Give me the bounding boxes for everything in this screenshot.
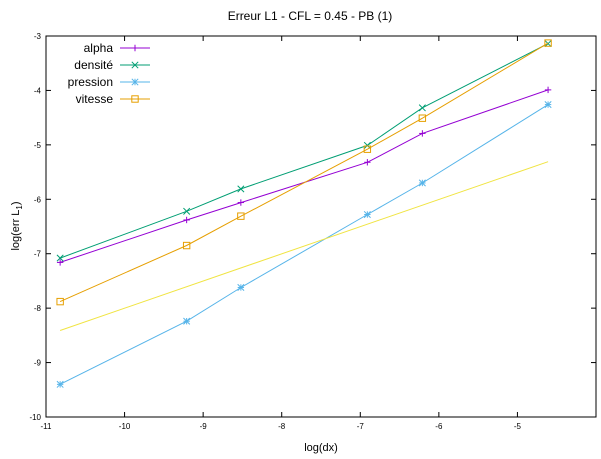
data-point (418, 114, 427, 122)
x-tick-label: -10 (119, 422, 131, 431)
y-axis-label-close: ) (10, 201, 22, 205)
data-point (419, 130, 426, 137)
data-point (544, 39, 552, 47)
data-point (363, 210, 371, 219)
data-point (131, 95, 139, 103)
series-line-vitesse (59, 42, 549, 303)
y-tick-label: -3 (34, 32, 42, 41)
data-point (237, 185, 245, 193)
legend-label: densité (74, 58, 113, 72)
y-tick-label: -5 (34, 141, 42, 150)
data-point (56, 297, 64, 306)
data-point (418, 179, 426, 187)
series-line-pression (59, 104, 549, 385)
data-point (131, 44, 139, 52)
x-tick-label: -5 (514, 422, 522, 431)
chart-title: Erreur L1 - CFL = 0.45 - PB (1) (228, 9, 393, 23)
legend-label: pression (68, 75, 113, 89)
data-point (237, 283, 245, 292)
x-tick-label: -11 (41, 422, 53, 431)
data-point (237, 212, 245, 220)
data-point (182, 241, 191, 250)
data-point (363, 145, 372, 153)
data-point (544, 101, 552, 109)
legend: alpha densité pression vitesse (68, 41, 150, 106)
data-point (131, 61, 139, 69)
x-tick-label: -7 (357, 422, 365, 431)
data-point (237, 199, 245, 206)
legend-label: vitesse (76, 92, 114, 106)
y-tick-label: -8 (34, 304, 42, 313)
data-point (56, 380, 64, 388)
axis-ticks: -11 -10 -9 -8 -7 -6 -5-10-9-8-7-6-5-4-3 (29, 32, 596, 431)
plot-frame (45, 35, 597, 418)
legend-label: alpha (84, 41, 114, 55)
series-line-alpha (59, 89, 549, 263)
data-point (364, 159, 371, 166)
data-point (183, 216, 190, 224)
data-point (183, 317, 191, 325)
plot-series (56, 39, 552, 388)
y-axis-label-main: log(err L (10, 210, 22, 251)
y-tick-label: -4 (34, 86, 42, 95)
data-point (56, 259, 64, 266)
series-line-line-4 (59, 161, 549, 331)
y-tick-label: -6 (34, 195, 42, 204)
data-point (418, 104, 426, 112)
y-axis-label: log(err L1) (10, 201, 24, 250)
y-tick-label: -9 (34, 359, 42, 368)
series-line-densité (59, 43, 549, 259)
y-tick-label: -10 (29, 413, 41, 422)
x-tick-label: -9 (200, 422, 208, 431)
x-axis-label: log(dx) (304, 442, 338, 454)
data-point (183, 207, 191, 215)
y-axis-label-sub: 1 (15, 205, 24, 210)
data-point (56, 254, 64, 262)
x-tick-label: -8 (278, 422, 286, 431)
data-point (544, 86, 552, 94)
x-tick-label: -6 (435, 422, 443, 431)
data-point (131, 78, 139, 86)
y-tick-label: -7 (34, 250, 42, 259)
